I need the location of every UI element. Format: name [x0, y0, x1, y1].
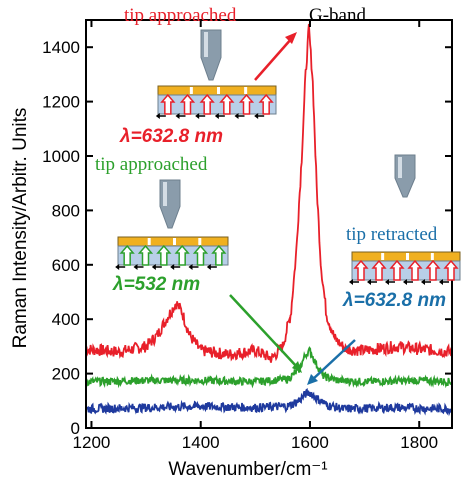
- layer-gap: [381, 253, 385, 260]
- blue-lambda-label: λ=632.8 nm: [342, 290, 446, 311]
- up-arrow-icon: [353, 259, 369, 281]
- inset-diagram-blue: [349, 154, 461, 285]
- x-tick-label: 1400: [182, 433, 220, 452]
- arrowhead: [214, 113, 219, 119]
- y-tick-label: 1400: [42, 38, 80, 57]
- substrate-layer: [157, 94, 277, 115]
- y-tick-label: 1000: [42, 147, 80, 166]
- tip-highlight: [163, 182, 167, 206]
- arrowhead: [385, 279, 389, 285]
- plot-frame: [85, 19, 453, 429]
- arrowhead: [254, 113, 259, 119]
- arrow-green: [229, 294, 302, 373]
- up-arrow-icon: [219, 93, 235, 115]
- layer-gap: [217, 87, 220, 94]
- layer-gap: [406, 253, 409, 260]
- up-arrow-icon: [425, 259, 441, 281]
- y-tick-label: 200: [52, 365, 80, 384]
- arrowhead: [403, 279, 407, 285]
- up-arrow-icon: [211, 244, 227, 266]
- y-tick-label: 1200: [42, 93, 80, 112]
- g-band-label: G-band: [309, 5, 366, 26]
- y-tick-label: 600: [52, 256, 80, 275]
- up-arrow-icon: [160, 93, 176, 115]
- up-arrow-icon: [119, 244, 135, 266]
- blue-tip-retracted-label: tip retracted: [346, 224, 438, 245]
- arrowhead: [195, 113, 200, 119]
- arrowhead: [367, 279, 371, 285]
- layer-gap: [198, 238, 202, 245]
- green-lambda-label: λ=532 nm: [112, 274, 200, 295]
- series-line-2: [85, 387, 453, 417]
- arrowhead: [115, 264, 120, 270]
- arrowhead: [155, 113, 160, 119]
- up-arrow-icon: [174, 244, 190, 266]
- layer-gap: [430, 253, 434, 260]
- up-arrow-icon: [238, 93, 255, 115]
- arrowhead: [206, 264, 211, 270]
- y-tick-label: 800: [52, 201, 80, 220]
- substrate-layer: [117, 245, 229, 266]
- arrowhead: [349, 279, 353, 285]
- inset-diagram-red: [155, 29, 277, 119]
- plot-lines: [85, 23, 453, 417]
- red-tip-approached-label: tip approached: [124, 5, 237, 26]
- substrate-layer: [351, 260, 461, 281]
- arrowhead: [133, 264, 138, 270]
- up-arrow-icon: [443, 259, 459, 281]
- up-arrow-icon: [389, 259, 405, 281]
- y-tick-label: 400: [52, 310, 80, 329]
- red-lambda-label: λ=632.8 nm: [119, 126, 223, 147]
- layer-gap: [147, 238, 151, 245]
- x-tick-label: 1200: [73, 433, 111, 452]
- x-tick-label: 1800: [400, 433, 438, 452]
- x-axis-label: Wavenumber/cm⁻¹: [168, 459, 327, 480]
- series-line-0: [85, 23, 453, 363]
- arrow-blue: [307, 339, 356, 385]
- arrowhead: [421, 279, 425, 285]
- up-arrow-icon: [371, 259, 387, 281]
- axes: 0 200 400 600 800 1000 1200 1400 1200 1400 1600 180…: [42, 19, 453, 452]
- layer-gap: [173, 238, 176, 245]
- up-arrow-icon: [137, 244, 154, 266]
- up-arrow-icon: [258, 93, 274, 115]
- green-tip-approached-label: tip approached: [95, 154, 208, 175]
- up-arrow-icon: [199, 93, 215, 115]
- tip-highlight: [398, 157, 402, 178]
- y-axis-label: Raman Intensity/Arbitr. Units: [10, 108, 31, 349]
- tip-highlight: [204, 32, 208, 57]
- layer-gap: [244, 87, 248, 94]
- y-tick-label: 0: [71, 419, 80, 438]
- arrowhead: [188, 264, 193, 270]
- arrowhead: [175, 113, 180, 119]
- arrowhead: [234, 113, 239, 119]
- arrow-red: [254, 32, 297, 81]
- x-tick-label: 1600: [291, 433, 329, 452]
- arrowhead: [439, 279, 443, 285]
- series-line-1: [85, 346, 453, 389]
- up-arrow-icon: [407, 259, 423, 281]
- arrowhead: [170, 264, 175, 270]
- up-arrow-icon: [179, 93, 196, 115]
- inset-diagram-green: [115, 179, 229, 270]
- up-arrow-icon: [192, 244, 209, 266]
- layer-gap: [189, 87, 193, 94]
- arrowhead: [151, 264, 156, 270]
- up-arrow-icon: [156, 244, 172, 266]
